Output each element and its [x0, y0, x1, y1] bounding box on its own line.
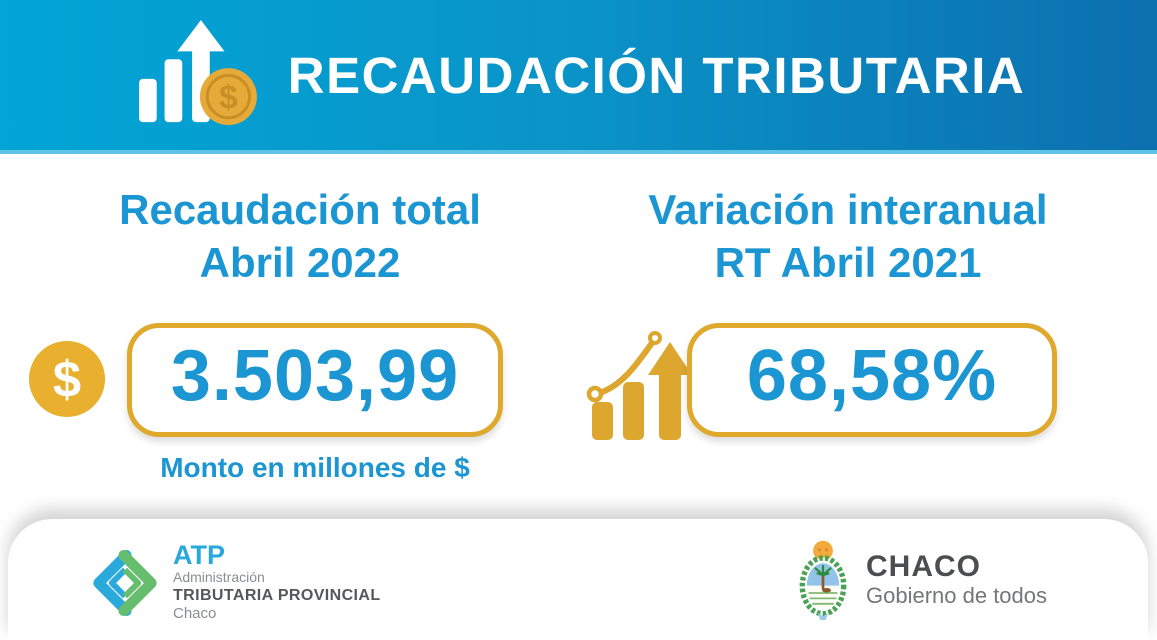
amount-unit-caption: Monto en millones de $	[160, 452, 470, 483]
atp-logo: ATP Administración TRIBUTARIA PROVINCIAL…	[92, 540, 381, 623]
atp-subtitle-3: Chaco	[173, 605, 217, 622]
page-title: RECAUDACIÓN TRIBUTARIA	[287, 46, 1026, 104]
chaco-tagline: Gobierno de todos	[866, 582, 1048, 608]
growth-trend-icon	[586, 331, 692, 440]
atp-subtitle-2: TRIBUTARIA PROVINCIAL	[173, 587, 381, 604]
atp-acronym: ATP	[173, 540, 225, 570]
chaco-name: CHACO	[866, 549, 981, 583]
atp-diamond-icon	[93, 550, 157, 616]
left-panel-heading: Recaudación total Abril 2022	[20, 184, 580, 289]
left-heading-line1: Recaudación total	[119, 186, 481, 233]
footer-card: ATP Administración TRIBUTARIA PROVINCIAL…	[8, 519, 1148, 640]
right-heading-line1: Variación interanual	[648, 186, 1048, 233]
header-banner: $ RECAUDACIÓN TRIBUTARIA	[0, 0, 1157, 154]
total-collection-value-box: 3.503,99	[127, 323, 503, 437]
yoy-variation-value-box: 68,58%	[687, 323, 1057, 437]
chaco-logo-text: CHACO Gobierno de todos	[866, 549, 1048, 609]
coin-dollar-symbol: $	[219, 79, 238, 116]
dollar-coin-icon: $	[28, 340, 106, 418]
chaco-crest-icon	[799, 540, 847, 620]
yoy-variation-value: 68,58%	[746, 336, 998, 416]
atp-logo-text: ATP Administración TRIBUTARIA PROVINCIAL…	[173, 540, 381, 623]
left-heading-line2: Abril 2022	[199, 238, 401, 286]
growth-bars-coin-icon: $	[138, 20, 257, 126]
atp-subtitle-1: Administración	[173, 569, 265, 585]
coin-dollar-symbol: $	[53, 351, 81, 408]
chaco-government-logo: CHACO Gobierno de todos	[796, 539, 1047, 620]
right-panel-heading: Variación interanual RT Abril 2021	[588, 184, 1108, 289]
right-heading-line2: RT Abril 2021	[714, 238, 982, 286]
total-collection-value: 3.503,99	[170, 336, 460, 416]
